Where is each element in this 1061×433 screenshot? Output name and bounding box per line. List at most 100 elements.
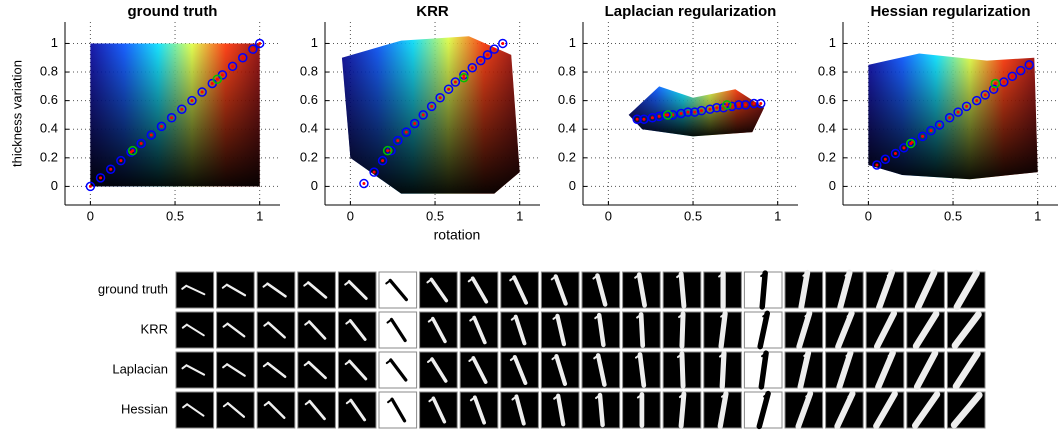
digit-stroke xyxy=(797,350,812,390)
digit-stroke xyxy=(348,319,367,341)
y-tick-label: 1 xyxy=(311,35,318,50)
point-center xyxy=(88,184,92,188)
digit-stroke xyxy=(307,360,327,380)
point xyxy=(359,178,369,189)
y-tick-label: 0.6 xyxy=(818,92,836,107)
point-center xyxy=(170,116,174,120)
y-tick-label: 0 xyxy=(569,178,576,193)
x-tick-label: 0 xyxy=(347,208,354,223)
y-tick-label: 0.2 xyxy=(40,149,58,164)
point-center xyxy=(479,59,483,63)
digit-serif xyxy=(678,313,685,319)
digit-stroke xyxy=(756,390,771,430)
point xyxy=(401,127,412,137)
point-center xyxy=(470,66,474,70)
digit-serif xyxy=(428,397,435,403)
digit-serif xyxy=(931,312,938,318)
digit-serif xyxy=(386,318,393,324)
digit-serif xyxy=(887,351,894,357)
x-tick-label: 0.5 xyxy=(684,208,702,223)
row-label: KRR xyxy=(141,321,168,336)
digit-serif xyxy=(222,402,229,408)
digit-serif xyxy=(553,394,560,400)
digit-serif xyxy=(221,283,228,289)
point xyxy=(926,125,936,136)
point xyxy=(727,101,737,112)
point-center xyxy=(715,106,719,110)
point-center xyxy=(948,116,952,120)
digit-stroke xyxy=(554,354,568,386)
point xyxy=(426,101,437,112)
digit-serif xyxy=(469,396,476,402)
point xyxy=(393,135,403,146)
digit-serif xyxy=(847,392,854,398)
point xyxy=(1007,71,1018,82)
digit-serif xyxy=(805,392,812,398)
y-tick-label: 0.4 xyxy=(300,121,318,136)
digit-serif xyxy=(552,314,559,320)
digit-stroke xyxy=(950,391,983,429)
digit-serif xyxy=(304,320,311,326)
point xyxy=(475,55,486,66)
point xyxy=(482,50,493,60)
digit-serif xyxy=(262,282,269,288)
x-axis-label: rotation xyxy=(434,227,481,243)
point xyxy=(1024,60,1034,70)
digit-serif xyxy=(634,273,641,279)
digit-stroke xyxy=(911,391,941,429)
point-center xyxy=(975,99,979,103)
digit-stroke xyxy=(225,363,246,377)
digit-serif xyxy=(344,280,351,286)
digit-stroke xyxy=(555,313,567,347)
digit-stroke xyxy=(678,271,687,309)
y-tick-label: 0.4 xyxy=(40,121,58,136)
y-tick-label: 0 xyxy=(829,178,836,193)
digit-serif xyxy=(678,393,685,399)
point xyxy=(899,143,909,153)
point xyxy=(890,148,901,159)
digit-stroke xyxy=(225,283,247,297)
point-center xyxy=(1002,80,1006,84)
digit-serif xyxy=(762,312,769,318)
point-center xyxy=(752,101,756,105)
point xyxy=(156,121,167,132)
point xyxy=(116,155,126,166)
y-tick-label: 0.2 xyxy=(818,149,836,164)
digit-serif xyxy=(889,392,896,398)
point-center xyxy=(744,103,748,107)
point xyxy=(212,74,223,84)
digit-serif xyxy=(846,312,853,318)
image-cell xyxy=(459,271,499,309)
digit-serif xyxy=(303,281,310,287)
digit-stroke xyxy=(349,398,367,422)
point xyxy=(961,101,972,112)
digit-serif xyxy=(720,312,727,318)
point xyxy=(749,98,759,109)
digit-stroke xyxy=(226,402,246,418)
point-center xyxy=(362,182,366,186)
digit-stroke xyxy=(835,310,855,350)
point-center xyxy=(666,113,670,117)
digit-serif xyxy=(387,398,394,404)
point xyxy=(683,107,693,117)
x-tick-label: 0 xyxy=(865,208,872,223)
digit-stroke xyxy=(471,356,488,384)
digit-serif xyxy=(803,351,810,357)
digit-stroke xyxy=(637,352,647,388)
row-label: Hessian xyxy=(121,401,168,416)
y-tick-label: 0.4 xyxy=(558,121,576,136)
point-center xyxy=(983,93,987,97)
digit-stroke xyxy=(718,310,728,350)
point xyxy=(733,100,744,110)
point-center xyxy=(635,117,639,121)
point xyxy=(917,131,928,142)
digit-stroke xyxy=(431,396,447,424)
y-tick-label: 0.8 xyxy=(300,63,318,78)
digit-stroke xyxy=(306,281,328,299)
y-axis-label: thickness variation xyxy=(9,60,24,167)
point xyxy=(459,73,469,83)
digit-stroke xyxy=(185,284,206,296)
x-tick-label: 1 xyxy=(774,208,781,223)
digit-stroke xyxy=(512,275,529,305)
point xyxy=(980,90,990,100)
